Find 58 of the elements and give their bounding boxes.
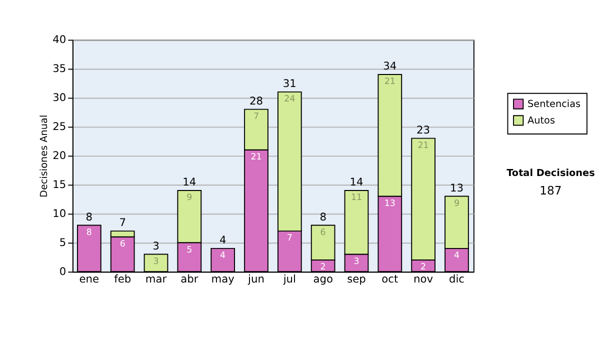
data-label: 6: [320, 228, 326, 238]
x-tick-label: abr: [180, 272, 199, 286]
text: 187: [540, 183, 562, 198]
total-label: 8: [320, 210, 327, 224]
x-tick-label: may: [211, 272, 234, 286]
total-label: 14: [350, 176, 364, 189]
total-label: 14: [182, 176, 196, 189]
data-label: 9: [186, 193, 192, 204]
x-tick-label: ene: [79, 272, 100, 286]
data-label: 21: [418, 140, 429, 151]
data-label: 11: [350, 193, 362, 204]
data-label: 9: [454, 198, 460, 209]
x-tick-label: nov: [414, 272, 434, 286]
total-label: 28: [249, 94, 264, 108]
x-tick-label: mar: [145, 272, 168, 286]
y-tick-label: 0: [59, 265, 66, 278]
legend-label: Autos: [528, 115, 555, 126]
x-tick-label: sep: [347, 272, 366, 286]
data-label: 21: [384, 77, 396, 88]
data-label: 3: [354, 256, 360, 267]
total-label: 31: [282, 77, 296, 90]
y-tick-label: 35: [52, 62, 66, 76]
data-label: 5: [186, 245, 192, 256]
total-label: 8: [86, 210, 93, 224]
y-tick-label: 10: [52, 207, 66, 220]
x-tick-label: feb: [114, 272, 132, 286]
y-tick-label: 20: [52, 149, 66, 162]
data-label: 6: [120, 240, 126, 250]
data-label: 13: [384, 198, 396, 209]
y-tick-label: 30: [52, 91, 66, 104]
total-label: 4: [219, 234, 226, 247]
x-tick-label: jul: [282, 272, 296, 286]
y-tick-label: 15: [52, 178, 66, 192]
data-label: 4: [220, 251, 226, 262]
data-label: 7: [253, 112, 260, 122]
x-tick-label: ago: [313, 272, 333, 286]
data-label: 8: [86, 228, 92, 238]
y-tick-label: 25: [52, 120, 66, 134]
data-label: 2: [320, 262, 326, 273]
y-tick-label: 5: [59, 236, 66, 250]
total-label: 3: [152, 239, 160, 252]
data-label: 2: [420, 262, 426, 273]
total-label: 34: [383, 60, 397, 73]
x-tick-label: oct: [382, 272, 398, 286]
x-tick-label: dic: [448, 272, 465, 286]
legend-label: Sentencias: [528, 98, 581, 110]
data-label: 21: [250, 152, 262, 163]
data-label: 3: [153, 256, 159, 267]
y-tick-label: 40: [52, 33, 66, 46]
total-label: 13: [450, 181, 464, 194]
data-label: 7: [286, 234, 292, 244]
x-tick-label: jun: [247, 272, 264, 286]
total-label: 7: [119, 216, 126, 230]
data-label: 24: [284, 94, 296, 105]
y-axis-title: Decisiones Anual: [38, 114, 50, 198]
total-label: 23: [416, 123, 430, 136]
text: Total Decisiones: [506, 168, 596, 179]
data-label: 4: [454, 251, 460, 262]
